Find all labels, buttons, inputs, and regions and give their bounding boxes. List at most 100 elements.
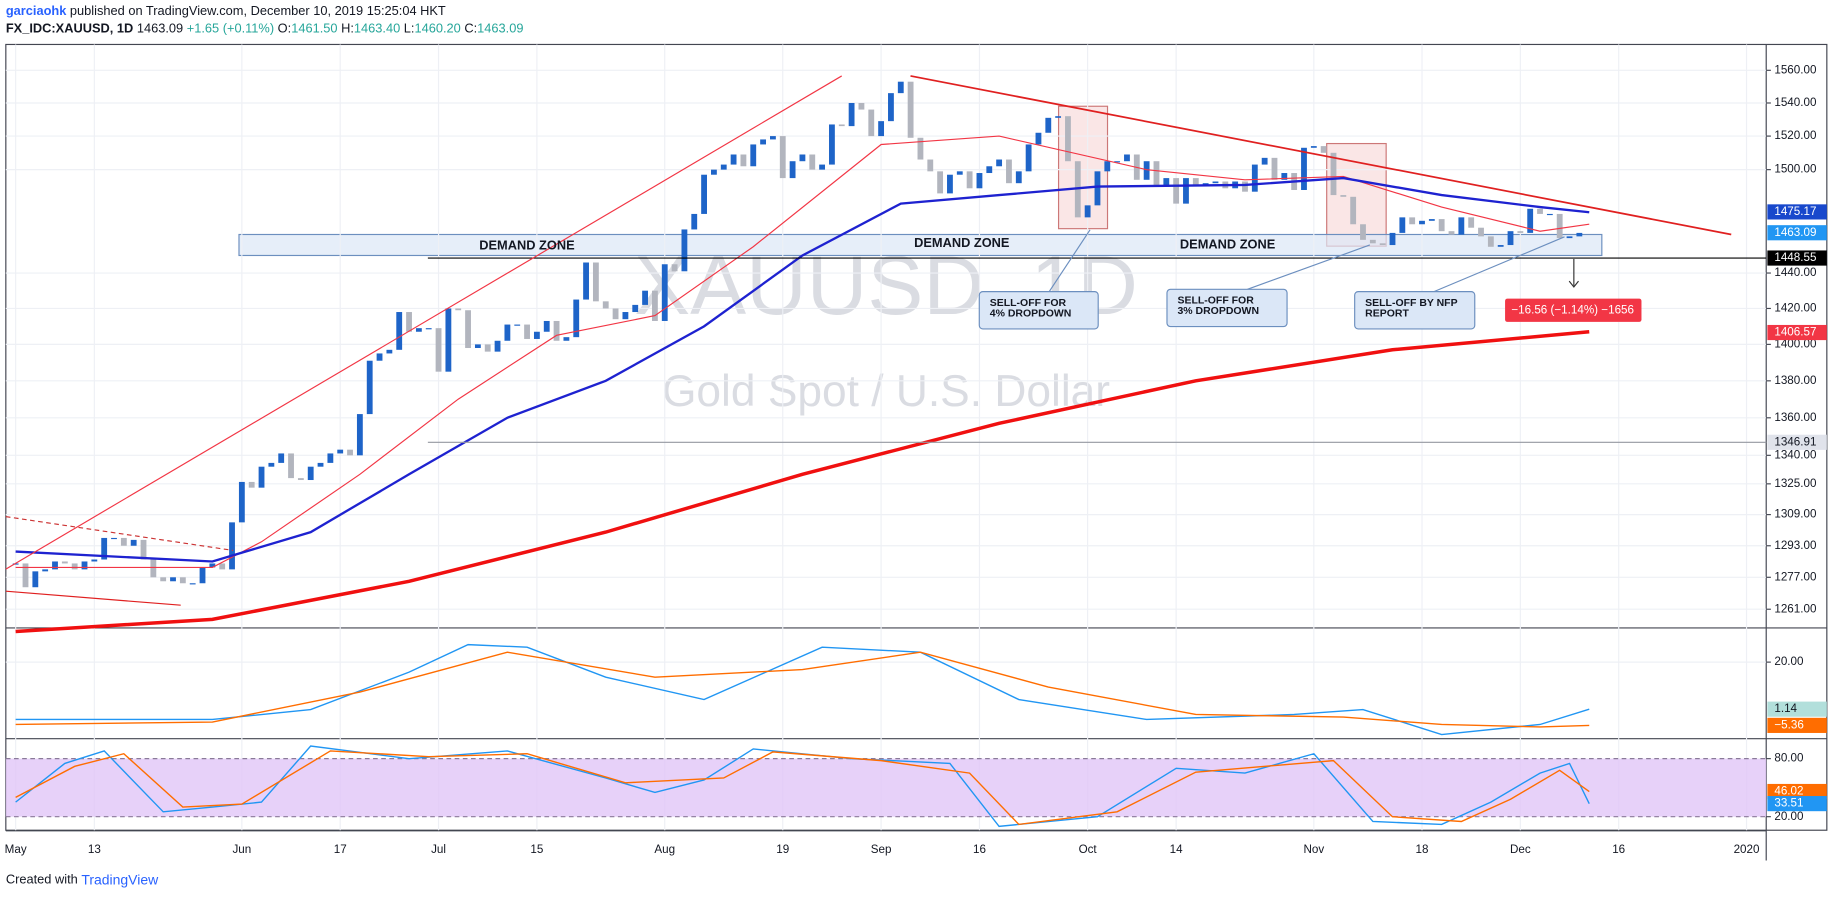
candle [897, 81, 904, 94]
footer: Created with TradingView [6, 871, 159, 887]
x-tick-label: Aug [654, 843, 675, 856]
moving-average [15, 176, 1590, 563]
candle [356, 414, 363, 456]
callout-text: SELL-OFF FOR [1177, 296, 1254, 307]
symbol: FX_IDC:XAUUSD, 1D [6, 21, 133, 36]
candle [1497, 245, 1504, 247]
candle [1458, 217, 1465, 235]
l-label: L: [404, 21, 415, 36]
candle [1025, 144, 1032, 172]
zone-label: DEMAND ZONE [479, 238, 575, 253]
candle [415, 328, 422, 332]
x-tick-label: 2020 [1734, 843, 1760, 856]
candle [1183, 178, 1189, 204]
x-tick-label: Jul [431, 843, 446, 856]
indicator-line [15, 643, 1590, 736]
price-label-box [1767, 434, 1827, 450]
y-tick-label: 1293.00 [1774, 539, 1817, 552]
candle [140, 539, 147, 560]
trend-line [910, 75, 1732, 236]
footer-created: Created with [6, 872, 78, 887]
x-tick-label: 15 [530, 843, 543, 856]
candle [1478, 227, 1484, 237]
price-label-box [1767, 250, 1827, 266]
trend-line [5, 590, 181, 606]
y-tick-label: 1277.00 [1774, 570, 1817, 583]
candle [32, 571, 39, 588]
candle [435, 328, 442, 372]
price-label-box [1767, 204, 1827, 220]
callout-text: 4% DROPDOWN [990, 309, 1072, 320]
candle [927, 159, 934, 172]
trend-line [5, 516, 234, 552]
candle [52, 561, 58, 570]
candle [406, 312, 412, 332]
y-tick-label: 1380.00 [1774, 374, 1817, 387]
c-label: C: [464, 21, 477, 36]
candle [1065, 116, 1071, 162]
candle [1487, 236, 1494, 247]
x-tick-label: 14 [1170, 843, 1183, 856]
footer-brand[interactable]: TradingView [81, 871, 159, 887]
candle [1369, 239, 1376, 244]
candle [386, 349, 393, 354]
candle [789, 161, 796, 179]
o-value: 1461.50 [291, 21, 337, 36]
x-tick-label: 16 [973, 843, 986, 856]
x-tick-label: Oct [1079, 843, 1098, 856]
author[interactable]: garciaohk [6, 3, 67, 18]
candle [1527, 208, 1534, 233]
candle [937, 171, 944, 194]
o-label: O: [278, 21, 292, 36]
candle [1546, 213, 1553, 216]
candle [1576, 232, 1583, 237]
candle [1124, 154, 1130, 162]
band [5, 758, 1767, 817]
watermark-subtitle: Gold Spot / U.S. Dollar [662, 367, 1110, 416]
callout-text: SELL-OFF BY NFP [1365, 298, 1457, 309]
candle [229, 522, 235, 570]
candle [327, 453, 334, 463]
callout-pointer [1247, 244, 1371, 290]
candle [1153, 161, 1160, 187]
candle [1202, 183, 1209, 185]
candle [819, 164, 826, 170]
price-label: 1448.55 [1774, 251, 1816, 264]
y-tick-label: 1540.00 [1774, 96, 1817, 109]
candle [947, 174, 953, 194]
candle [720, 164, 727, 170]
x-tick-label: 17 [334, 843, 347, 856]
candle [268, 462, 275, 467]
candle [711, 169, 717, 175]
candle [996, 159, 1003, 167]
candle [1419, 220, 1425, 225]
candle [120, 537, 127, 546]
candle [642, 290, 648, 305]
price-label-box [1767, 783, 1827, 800]
candle [1035, 132, 1042, 145]
zone-label: DEMAND ZONE [1180, 236, 1276, 251]
candle [12, 563, 19, 565]
y-tick-label: 1420.00 [1774, 302, 1817, 315]
candle [917, 137, 924, 160]
candle [199, 567, 206, 584]
candle [956, 171, 963, 175]
candle [1340, 195, 1347, 197]
candle [504, 324, 511, 341]
candle [1281, 173, 1288, 180]
candle [779, 136, 786, 179]
candle [543, 320, 550, 332]
price-label-box [1767, 324, 1827, 341]
candle [1409, 217, 1416, 225]
candle [1242, 181, 1248, 192]
candle [42, 569, 49, 572]
h-label: H: [341, 21, 354, 36]
y-tick-label: 1309.00 [1774, 508, 1817, 521]
candle [170, 577, 176, 582]
callout-text: 3% DROPDOWN [1177, 306, 1259, 317]
candle [376, 353, 383, 361]
candle [632, 304, 639, 313]
candle [1389, 232, 1396, 246]
callout-pointer [1048, 229, 1091, 292]
candle [238, 481, 245, 523]
